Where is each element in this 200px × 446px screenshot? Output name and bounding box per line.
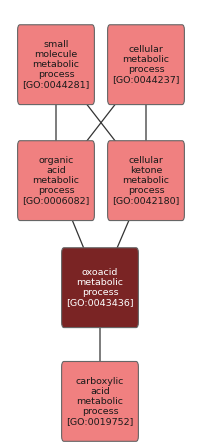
Text: carboxylic
acid
metabolic
process
[GO:0019752]: carboxylic acid metabolic process [GO:00… xyxy=(66,377,134,426)
Text: cellular
ketone
metabolic
process
[GO:0042180]: cellular ketone metabolic process [GO:00… xyxy=(112,156,180,205)
Text: small
molecule
metabolic
process
[GO:0044281]: small molecule metabolic process [GO:004… xyxy=(22,40,90,89)
FancyBboxPatch shape xyxy=(62,248,138,327)
Text: organic
acid
metabolic
process
[GO:0006082]: organic acid metabolic process [GO:00060… xyxy=(22,156,90,205)
Text: cellular
metabolic
process
[GO:0044237]: cellular metabolic process [GO:0044237] xyxy=(112,45,180,84)
FancyBboxPatch shape xyxy=(108,25,184,105)
Text: oxoacid
metabolic
process
[GO:0043436]: oxoacid metabolic process [GO:0043436] xyxy=(66,268,134,307)
FancyBboxPatch shape xyxy=(108,141,184,221)
FancyBboxPatch shape xyxy=(62,361,138,442)
FancyBboxPatch shape xyxy=(18,141,94,221)
FancyBboxPatch shape xyxy=(18,25,94,105)
